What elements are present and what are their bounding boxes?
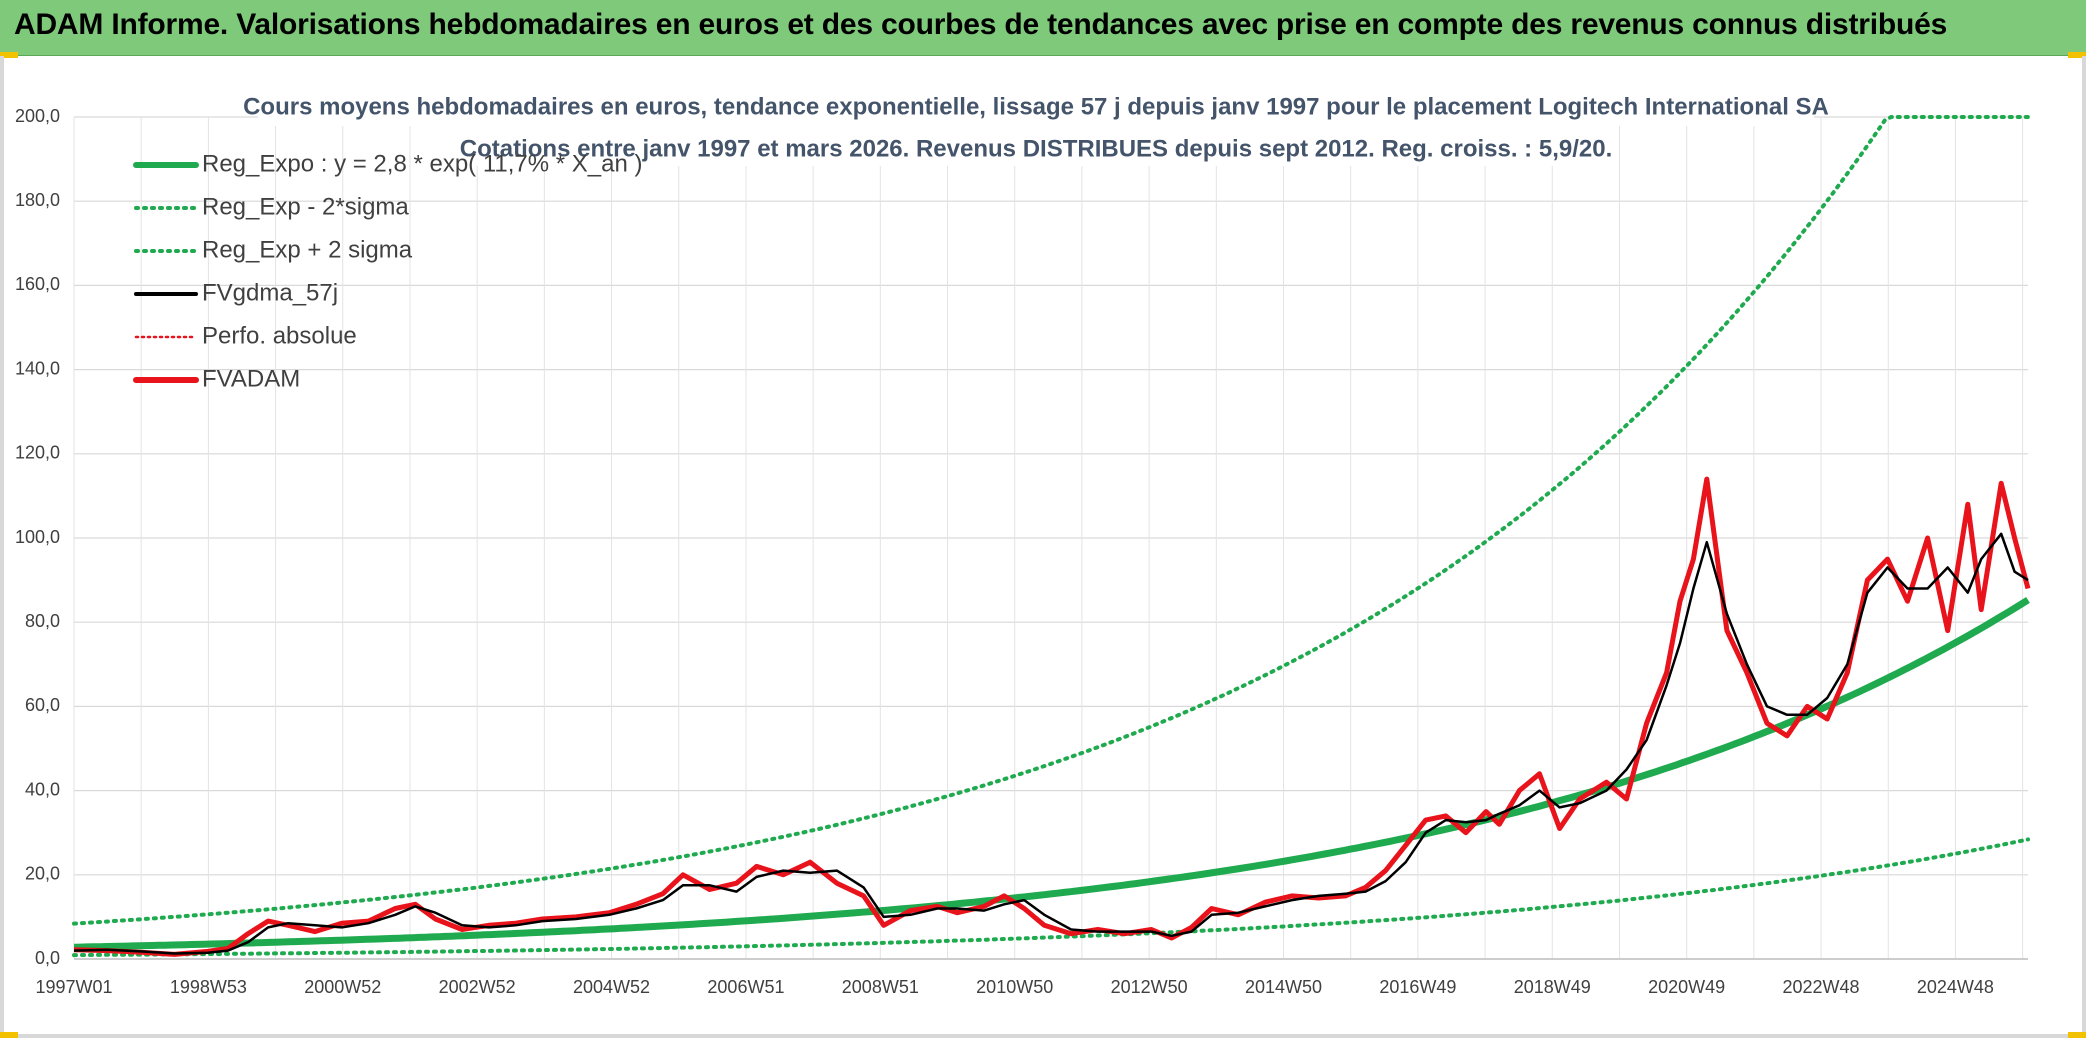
x-tick-label: 2024W48 <box>1917 977 1994 997</box>
bottom-accent-right <box>2068 1032 2086 1038</box>
valuation-chart: 0,0 20,0 40,0 60,0 80,0 100,0 120,0 140,0 160,0 1… <box>15 86 2031 997</box>
y-tick-label: 120,0 <box>15 443 60 463</box>
legend-label: FVgdma_57j <box>202 279 338 306</box>
y-tick-label: 200,0 <box>15 106 60 126</box>
legend-label: Reg_Expo : y = 2,8 * exp( 11,7% * X_an ) <box>202 150 642 177</box>
x-tick-label: 1998W53 <box>170 977 247 997</box>
x-tick-label: 2008W51 <box>842 977 919 997</box>
trend-main-curve <box>73 596 2030 951</box>
y-tick-label: 160,0 <box>15 274 60 294</box>
x-tick-label: 2010W50 <box>976 977 1053 997</box>
y-tick-label: 180,0 <box>15 190 60 210</box>
x-tick-label: 2018W49 <box>1514 977 1591 997</box>
chart-legend: Reg_Expo : y = 2,8 * exp( 11,7% * X_an )… <box>133 150 642 392</box>
y-tick-label: 100,0 <box>15 527 60 547</box>
x-tick-label: 2012W50 <box>1111 977 1188 997</box>
x-tick-label: 1997W01 <box>35 977 112 997</box>
y-tick-label: 0,0 <box>35 948 60 968</box>
subtitle-background <box>468 126 1608 166</box>
x-tick-label: 2004W52 <box>573 977 650 997</box>
chart-title: Cours moyens hebdomadaires en euros, ten… <box>243 93 1829 120</box>
x-tick-label: 2006W51 <box>707 977 784 997</box>
x-axis-ticks: 1997W01 1998W53 2000W52 2002W52 2004W52 2006W… <box>35 977 1993 997</box>
legend-label: Perfo. absolue <box>202 322 357 349</box>
legend-label: Reg_Exp - 2*sigma <box>202 193 409 220</box>
y-tick-label: 40,0 <box>25 779 60 799</box>
x-tick-label: 2016W49 <box>1379 977 1456 997</box>
x-tick-label: 2014W50 <box>1245 977 1322 997</box>
legend-label: FVADAM <box>202 365 300 392</box>
y-tick-label: 60,0 <box>25 695 60 715</box>
bottom-accent-left <box>0 1032 18 1038</box>
legend-label: Reg_Exp + 2 sigma <box>202 236 413 263</box>
x-tick-label: 2000W52 <box>304 977 381 997</box>
report-title: ADAM Informe. Valorisations hebdomadaire… <box>14 8 1948 41</box>
chart-curves <box>72 115 2031 958</box>
frame-left <box>0 56 4 1038</box>
title-background <box>258 86 1814 126</box>
frame-right <box>2082 56 2086 1038</box>
y-tick-label: 140,0 <box>15 358 60 378</box>
trend-upper-curve <box>72 115 2030 926</box>
y-tick-label: 80,0 <box>25 611 60 631</box>
y-axis-ticks: 0,0 20,0 40,0 60,0 80,0 100,0 120,0 140,0 160,0 1… <box>15 106 60 968</box>
corner-accent-right <box>2068 52 2086 58</box>
trend-lower-curve <box>72 837 2030 958</box>
x-tick-label: 2020W49 <box>1648 977 1725 997</box>
y-tick-label: 20,0 <box>25 864 60 884</box>
x-tick-label: 2022W48 <box>1783 977 1860 997</box>
fvgdma-line <box>73 532 2029 955</box>
chart-subtitle: Cotations entre janv 1997 et mars 2026. … <box>460 135 1612 162</box>
frame-bottom <box>0 1034 2086 1038</box>
corner-accent-left <box>0 52 18 58</box>
fvadam-line <box>73 476 2031 957</box>
report-banner: ADAM Informe. Valorisations hebdomadaire… <box>0 0 2086 56</box>
x-tick-label: 2002W52 <box>439 977 516 997</box>
